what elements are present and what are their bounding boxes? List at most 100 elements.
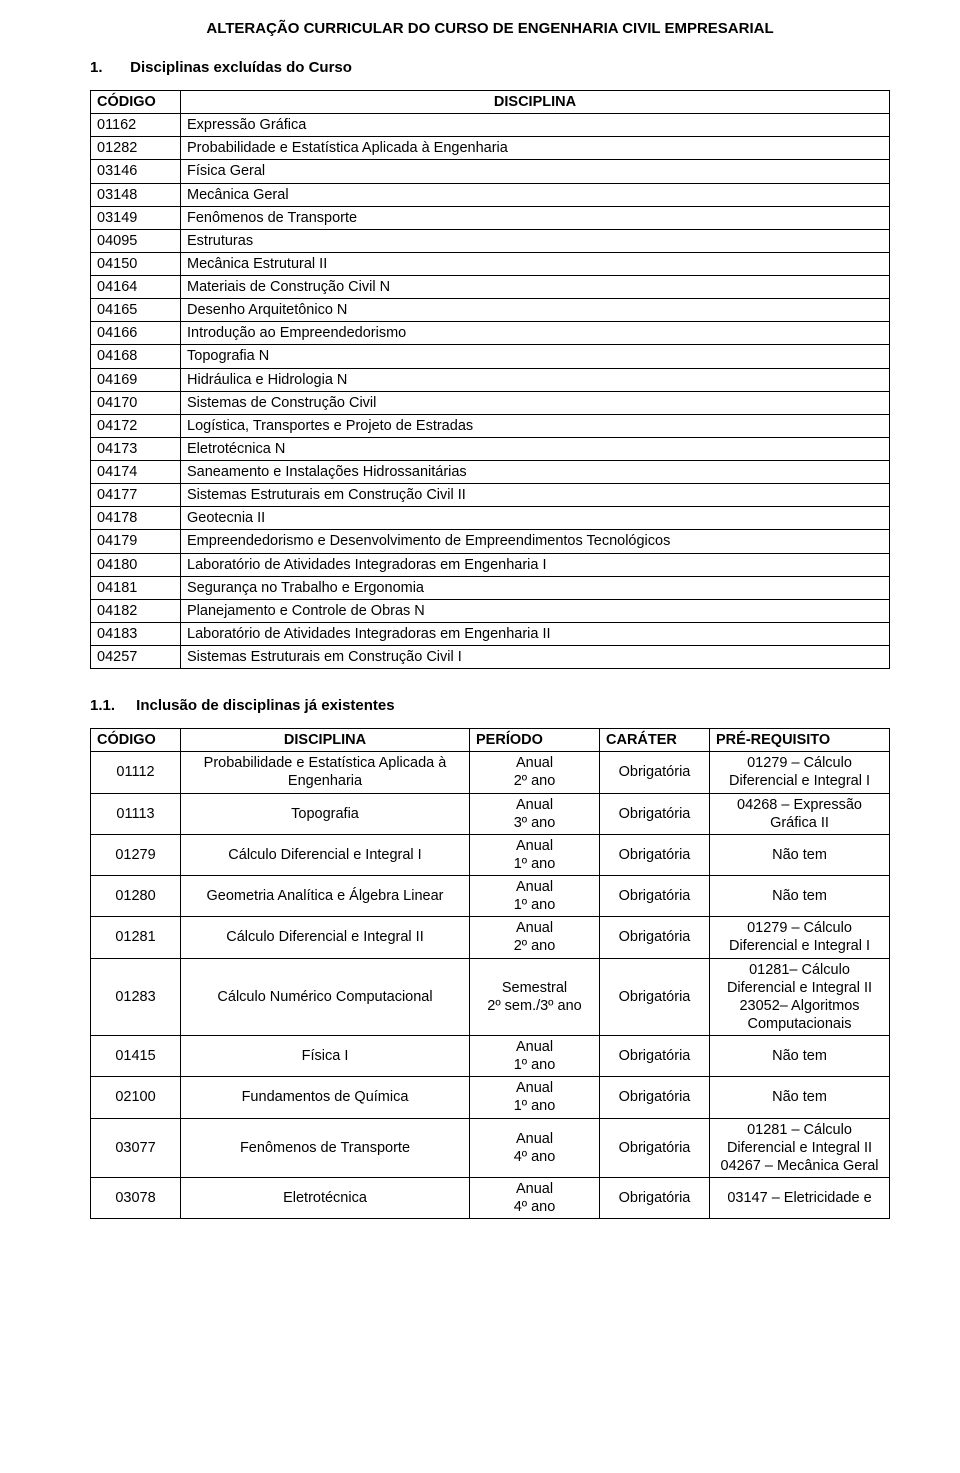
table-row: 04173Eletrotécnica N [91,437,890,460]
cell-carater: Obrigatória [600,1118,710,1177]
cell-disciplina: Hidráulica e Hidrologia N [181,368,890,391]
cell-disciplina: Geometria Analítica e Álgebra Linear [181,876,470,917]
cell-pre: 01279 – Cálculo Diferencial e Integral I [710,752,890,793]
cell-disciplina: Mecânica Estrutural II [181,252,890,275]
cell-carater: Obrigatória [600,876,710,917]
cell-codigo: 03077 [91,1118,181,1177]
cell-codigo: 01283 [91,958,181,1036]
cell-disciplina: Introdução ao Empreendedorismo [181,322,890,345]
table-row: 04164Materiais de Construção Civil N [91,276,890,299]
table-row: 04257Sistemas Estruturais em Construção … [91,646,890,669]
cell-disciplina: Saneamento e Instalações Hidrossanitária… [181,461,890,484]
cell-disciplina: Física I [181,1036,470,1077]
table-row: 03146Física Geral [91,160,890,183]
included-table: CÓDIGO DISCIPLINA PERÍODO CARÁTER PRÉ-RE… [90,728,890,1219]
cell-pre: 01281 – Cálculo Diferencial e Integral I… [710,1118,890,1177]
table-row: 01113TopografiaAnual 3º anoObrigatória04… [91,793,890,834]
cell-disciplina: Eletrotécnica [181,1177,470,1218]
table-row: 01282Probabilidade e Estatística Aplicad… [91,137,890,160]
cell-disciplina: Física Geral [181,160,890,183]
col-carater: CARÁTER [600,729,710,752]
cell-codigo: 04174 [91,461,181,484]
cell-carater: Obrigatória [600,917,710,958]
cell-codigo: 04172 [91,414,181,437]
cell-carater: Obrigatória [600,793,710,834]
cell-codigo: 03146 [91,160,181,183]
cell-periodo: Anual 1º ano [470,876,600,917]
cell-codigo: 01282 [91,137,181,160]
table-row: 04177Sistemas Estruturais em Construção … [91,484,890,507]
cell-pre: 01281– Cálculo Diferencial e Integral II… [710,958,890,1036]
cell-codigo: 04166 [91,322,181,345]
col-disciplina: DISCIPLINA [181,91,890,114]
cell-codigo: 01281 [91,917,181,958]
section-1-title: Disciplinas excluídas do Curso [130,59,352,76]
table-row: 04165Desenho Arquitetônico N [91,299,890,322]
cell-disciplina: Cálculo Numérico Computacional [181,958,470,1036]
cell-codigo: 04257 [91,646,181,669]
cell-codigo: 02100 [91,1077,181,1118]
cell-periodo: Anual 3º ano [470,793,600,834]
cell-pre: 03147 – Eletricidade e [710,1177,890,1218]
cell-codigo: 04183 [91,622,181,645]
cell-periodo: Anual 2º ano [470,752,600,793]
section-2-title: Inclusão de disciplinas já existentes [136,697,394,714]
cell-codigo: 04168 [91,345,181,368]
cell-codigo: 04169 [91,368,181,391]
cell-disciplina: Probabilidade e Estatística Aplicada à E… [181,137,890,160]
cell-carater: Obrigatória [600,1036,710,1077]
cell-disciplina: Empreendedorismo e Desenvolvimento de Em… [181,530,890,553]
section-1-num: 1. [90,59,126,76]
cell-codigo: 03148 [91,183,181,206]
table-row: 03149Fenômenos de Transporte [91,206,890,229]
table-row: 03148Mecânica Geral [91,183,890,206]
cell-codigo: 04150 [91,252,181,275]
cell-codigo: 03149 [91,206,181,229]
cell-codigo: 04173 [91,437,181,460]
cell-codigo: 01415 [91,1036,181,1077]
cell-disciplina: Topografia [181,793,470,834]
cell-codigo: 01162 [91,114,181,137]
cell-carater: Obrigatória [600,752,710,793]
cell-codigo: 04179 [91,530,181,553]
table-row: 02100Fundamentos de QuímicaAnual 1º anoO… [91,1077,890,1118]
col-pre: PRÉ-REQUISITO [710,729,890,752]
cell-pre: Não tem [710,1077,890,1118]
cell-disciplina: Fenômenos de Transporte [181,206,890,229]
cell-codigo: 04180 [91,553,181,576]
table-row: 04178Geotecnia II [91,507,890,530]
cell-disciplina: Probabilidade e Estatística Aplicada à E… [181,752,470,793]
table-row: 01281Cálculo Diferencial e Integral IIAn… [91,917,890,958]
table-row: 04179Empreendedorismo e Desenvolvimento … [91,530,890,553]
cell-periodo: Anual 1º ano [470,1036,600,1077]
cell-codigo: 01280 [91,876,181,917]
cell-disciplina: Desenho Arquitetônico N [181,299,890,322]
table-row: 04170Sistemas de Construção Civil [91,391,890,414]
cell-codigo: 04095 [91,229,181,252]
section-2-header: 1.1. Inclusão de disciplinas já existent… [90,697,890,714]
col-disciplina: DISCIPLINA [181,729,470,752]
cell-carater: Obrigatória [600,958,710,1036]
cell-periodo: Anual 1º ano [470,1077,600,1118]
cell-pre: 01279 – Cálculo Diferencial e Integral I [710,917,890,958]
table-row: 03077Fenômenos de TransporteAnual 4º ano… [91,1118,890,1177]
cell-periodo: Anual 2º ano [470,917,600,958]
cell-disciplina: Sistemas de Construção Civil [181,391,890,414]
col-codigo: CÓDIGO [91,91,181,114]
cell-disciplina: Mecânica Geral [181,183,890,206]
table-row: 04095Estruturas [91,229,890,252]
cell-disciplina: Topografia N [181,345,890,368]
table-row: 01279Cálculo Diferencial e Integral IAnu… [91,834,890,875]
cell-disciplina: Laboratório de Atividades Integradoras e… [181,622,890,645]
table-row: 01283Cálculo Numérico ComputacionalSemes… [91,958,890,1036]
section-2-num: 1.1. [90,697,132,714]
cell-codigo: 04177 [91,484,181,507]
cell-carater: Obrigatória [600,834,710,875]
table-row: 04166Introdução ao Empreendedorismo [91,322,890,345]
table-row: 04182Planejamento e Controle de Obras N [91,599,890,622]
table-header-row: CÓDIGO DISCIPLINA PERÍODO CARÁTER PRÉ-RE… [91,729,890,752]
cell-disciplina: Fenômenos de Transporte [181,1118,470,1177]
cell-disciplina: Fundamentos de Química [181,1077,470,1118]
cell-disciplina: Cálculo Diferencial e Integral II [181,917,470,958]
cell-disciplina: Laboratório de Atividades Integradoras e… [181,553,890,576]
